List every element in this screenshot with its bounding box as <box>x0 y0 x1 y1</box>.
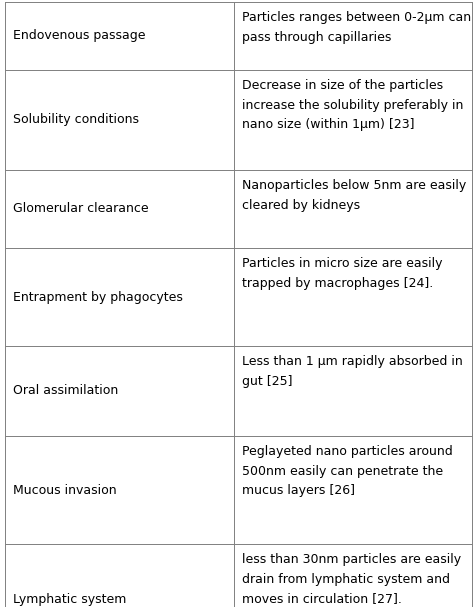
Text: moves in circulation [27].: moves in circulation [27]. <box>242 592 401 605</box>
Text: gut [25]: gut [25] <box>242 375 292 387</box>
Text: Decrease in size of the particles: Decrease in size of the particles <box>242 79 443 92</box>
Text: 500nm easily can penetrate the: 500nm easily can penetrate the <box>242 464 443 478</box>
Text: pass through capillaries: pass through capillaries <box>242 30 391 44</box>
Text: Less than 1 μm rapidly absorbed in: Less than 1 μm rapidly absorbed in <box>242 355 463 368</box>
Text: drain from lymphatic system and: drain from lymphatic system and <box>242 572 450 586</box>
Text: Nanoparticles below 5nm are easily: Nanoparticles below 5nm are easily <box>242 179 466 192</box>
Text: Entrapment by phagocytes: Entrapment by phagocytes <box>13 291 183 304</box>
Text: trapped by macrophages [24].: trapped by macrophages [24]. <box>242 277 433 290</box>
Text: Particles in micro size are easily: Particles in micro size are easily <box>242 257 442 270</box>
Text: increase the solubility preferably in: increase the solubility preferably in <box>242 98 463 112</box>
Text: Lymphatic system: Lymphatic system <box>13 592 127 606</box>
Text: Mucous invasion: Mucous invasion <box>13 484 117 497</box>
Text: less than 30nm particles are easily: less than 30nm particles are easily <box>242 553 461 566</box>
Text: Glomerular clearance: Glomerular clearance <box>13 203 149 215</box>
Text: Peglayeted nano particles around: Peglayeted nano particles around <box>242 445 453 458</box>
Text: mucus layers [26]: mucus layers [26] <box>242 484 355 497</box>
Text: Endovenous passage: Endovenous passage <box>13 30 146 42</box>
Text: nano size (within 1μm) [23]: nano size (within 1μm) [23] <box>242 118 414 131</box>
Text: cleared by kidneys: cleared by kidneys <box>242 198 360 211</box>
Text: Solubility conditions: Solubility conditions <box>13 114 139 126</box>
Text: Particles ranges between 0-2μm can: Particles ranges between 0-2μm can <box>242 11 471 24</box>
Text: Oral assimilation: Oral assimilation <box>13 384 118 398</box>
